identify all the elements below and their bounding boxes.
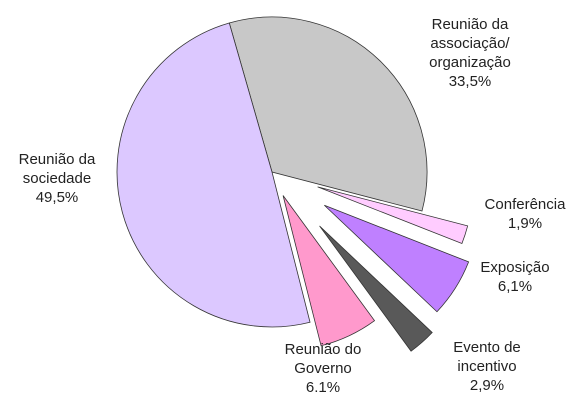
slice-label: Reunião da associação/ organização [429,16,511,71]
pie-slice [282,195,376,347]
pie-slice [324,204,470,313]
pie-slice [317,186,469,245]
slice-value: 6,1% [497,278,533,295]
slice-label: Exposição [480,259,550,276]
slice-value: 6.1% [305,379,341,396]
slice-label: Conferência [484,196,566,213]
pie-slice [116,22,311,328]
pie-slice [228,16,428,212]
slice-value: 49,5% [35,189,79,206]
slice-value: 33,5% [448,73,492,90]
slice-value: 1,9% [507,215,543,232]
pie-slice [319,225,433,352]
slice-label: Reunião da sociedade [18,151,96,187]
slice-label: Evento de incentivo [453,339,521,375]
slice-label: Reunião do Governo [284,341,362,377]
slice-value: 2,9% [469,377,505,394]
